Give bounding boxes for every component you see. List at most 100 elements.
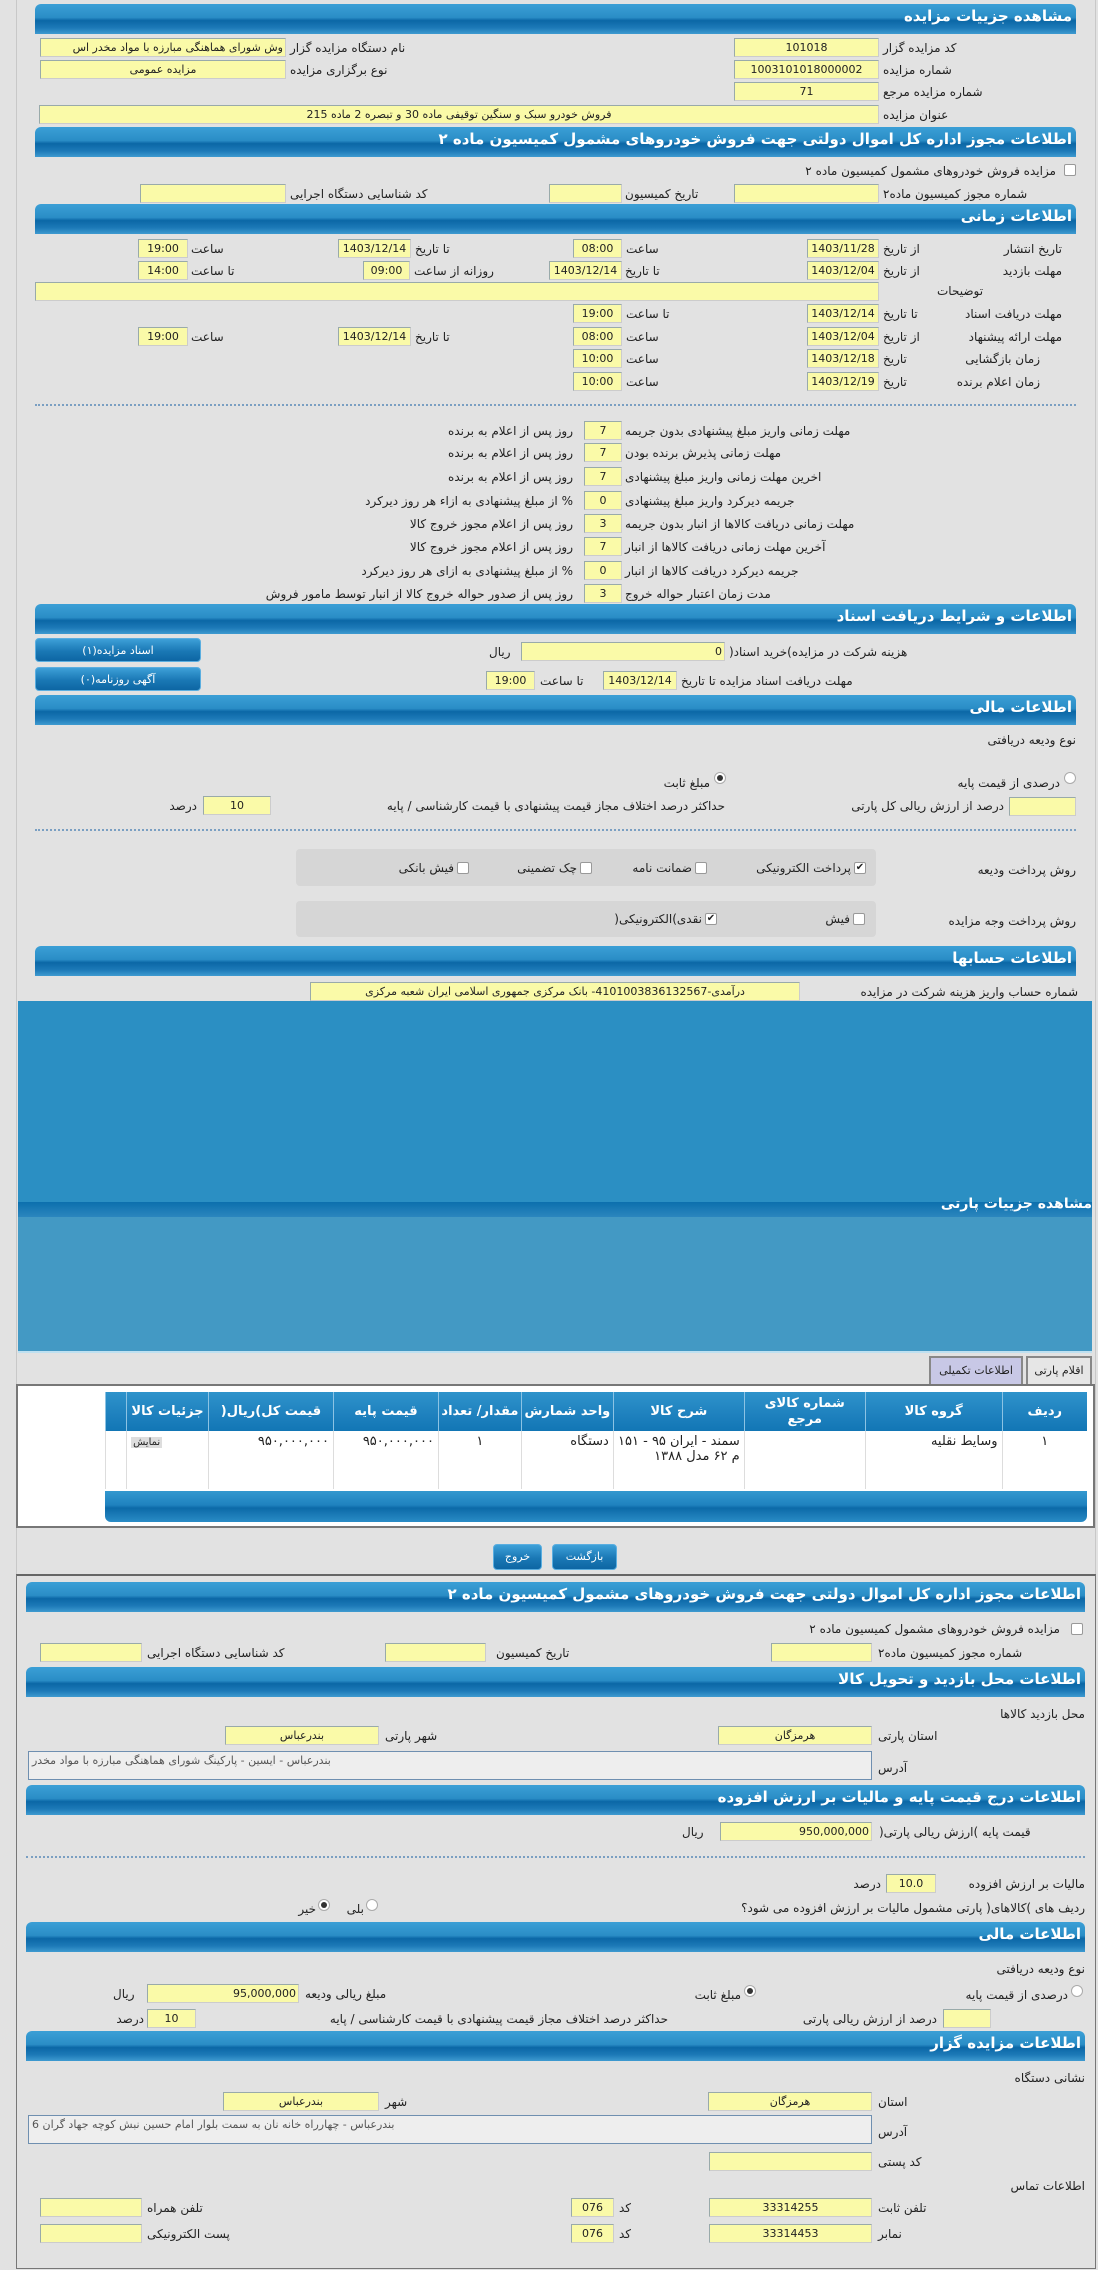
deadline-suffix: روز پس از اعلام مجوز خروج کالا: [409, 540, 573, 554]
col-base-price: قیمت پایه: [332, 1392, 439, 1431]
radio-percent-of-base[interactable]: [1064, 772, 1076, 784]
section-header-auctioneer: اطلاعات مزایده گزار: [26, 2031, 1085, 2061]
field-docs-deadline-date[interactable]: 1403/12/14: [603, 671, 677, 690]
cell-index: ۱: [1001, 1431, 1087, 1489]
field-open-time[interactable]: 10:00: [573, 349, 622, 368]
deadline-field[interactable]: 0: [584, 561, 622, 580]
field-open-date[interactable]: 1403/12/18: [807, 349, 879, 368]
field-publish-from-time[interactable]: 08:00: [573, 239, 622, 258]
field-fax[interactable]: 33314453: [709, 2224, 872, 2243]
radio-percent-of-base-2[interactable]: [1071, 1985, 1083, 1997]
field-bid-from[interactable]: 1403/12/04: [807, 327, 879, 346]
field-exec-code[interactable]: [140, 184, 286, 203]
field-publish-to[interactable]: 1403/12/14: [338, 239, 411, 258]
label-percent: درصد: [169, 799, 197, 813]
radio-vat-no[interactable]: [318, 1899, 330, 1911]
radio-fixed-amount[interactable]: [714, 772, 726, 784]
field-notes[interactable]: [35, 282, 879, 301]
deadline-field[interactable]: 7: [584, 537, 622, 556]
permit-checkbox[interactable]: [1064, 164, 1076, 176]
field-commission-date-2[interactable]: [385, 1643, 486, 1662]
field-percent-of-lot[interactable]: [943, 2009, 991, 2028]
label-permit-no: شماره مجوز کمیسیون ماده۲: [883, 187, 1028, 201]
field-org-province[interactable]: هرمزگان: [708, 2092, 872, 2111]
field-commission-date[interactable]: [549, 184, 622, 203]
field-publish-from[interactable]: 1403/11/28: [807, 239, 879, 258]
field-address[interactable]: بندرعباس - ایسین - پارکینگ شورای هماهنگی…: [28, 1751, 872, 1780]
field-auction-number[interactable]: 1003101018000002: [734, 60, 879, 79]
field-city[interactable]: بندرعباس: [225, 1726, 379, 1745]
field-docs-to[interactable]: 1403/12/14: [807, 304, 879, 323]
deadline-field[interactable]: 7: [584, 421, 622, 440]
deadline-field[interactable]: 3: [584, 584, 622, 603]
field-email[interactable]: [40, 2224, 142, 2243]
field-max-diff-2[interactable]: 10: [147, 2009, 196, 2028]
field-auction-title[interactable]: فروش خودرو سبک و سنگین توقیفی ماده 30 و …: [39, 105, 879, 124]
field-percent-of-total[interactable]: [1009, 797, 1076, 816]
deadline-field[interactable]: 0: [584, 491, 622, 510]
label-docs-deadline: مهلت دریافت اسناد مزایده تا تاریخ: [681, 674, 853, 688]
field-docs-deadline-time[interactable]: 19:00: [486, 671, 535, 690]
deposit-method-checkbox[interactable]: ✔: [854, 862, 866, 874]
field-vat[interactable]: 10.0: [886, 1874, 936, 1893]
field-publish-to-time[interactable]: 19:00: [138, 239, 188, 258]
deadline-field[interactable]: 7: [584, 467, 622, 486]
show-details-button[interactable]: نمایش: [131, 1437, 163, 1448]
field-winner-date[interactable]: 1403/12/19: [807, 372, 879, 391]
deposit-method-checkbox[interactable]: [457, 862, 469, 874]
field-visit-from[interactable]: 1403/12/04: [807, 261, 879, 280]
field-winner-time[interactable]: 10:00: [573, 372, 622, 391]
field-ref-number[interactable]: 71: [734, 82, 879, 101]
deposit-method-checkbox[interactable]: [580, 862, 592, 874]
exit-button[interactable]: خروج: [493, 1544, 542, 1570]
col-ref-code: شماره کالای مرجع: [743, 1392, 866, 1431]
deadline-field[interactable]: 7: [584, 443, 622, 462]
field-docs-fee[interactable]: 0: [521, 642, 725, 661]
field-fax-code[interactable]: 076: [571, 2224, 614, 2243]
field-org-city[interactable]: بندرعباس: [223, 2092, 379, 2111]
deadline-suffix: روز پس از اعلام به برنده: [448, 424, 573, 438]
field-bid-to-time[interactable]: 19:00: [138, 327, 188, 346]
label-from-date: از تاریخ: [883, 330, 920, 344]
field-phone-code[interactable]: 076: [571, 2198, 614, 2217]
deadline-field[interactable]: 3: [584, 514, 622, 533]
field-auction-code[interactable]: 101018: [734, 38, 879, 57]
field-postal-code[interactable]: [709, 2152, 872, 2171]
field-docs-to-time[interactable]: 19:00: [573, 304, 622, 323]
field-province[interactable]: هرمزگان: [718, 1726, 872, 1745]
radio-vat-yes[interactable]: [366, 1899, 378, 1911]
field-org-address[interactable]: بندرعباس - چهارراه خانه نان به سمت بلوار…: [28, 2115, 872, 2144]
field-permit-no-2[interactable]: [771, 1643, 872, 1662]
back-button[interactable]: بازگشت: [552, 1544, 617, 1570]
deposit-method-label: چک تضمینی: [517, 861, 577, 875]
field-exec-code-2[interactable]: [40, 1643, 142, 1662]
tab-lot-items[interactable]: اقلام پارتی: [1026, 1356, 1092, 1384]
field-phone[interactable]: 33314255: [709, 2198, 872, 2217]
radio-fixed-amount-2[interactable]: [744, 1985, 756, 1997]
newspaper-ads-button[interactable]: آگهی روزنامه(۰): [35, 667, 201, 691]
field-account[interactable]: درآمدی-4101003836132567- بانک مرکزی جمهو…: [310, 982, 800, 1001]
field-bid-from-time[interactable]: 08:00: [573, 327, 622, 346]
field-auction-type[interactable]: مزایده عمومی: [40, 60, 286, 79]
lot-body: [18, 1217, 1092, 1353]
deposit-method-checkbox[interactable]: [695, 862, 707, 874]
tab-extra-info[interactable]: اطلاعات تکمیلی: [929, 1356, 1023, 1384]
field-max-diff[interactable]: 10: [203, 796, 271, 815]
field-deposit-amount[interactable]: 95,000,000: [147, 1984, 299, 2003]
field-base-price[interactable]: 950,000,000: [720, 1822, 872, 1841]
payment-method-checkbox[interactable]: [853, 913, 865, 925]
field-visit-daily-from[interactable]: 09:00: [363, 261, 410, 280]
field-permit-no[interactable]: [734, 184, 879, 203]
deadline-label: جریمه دیرکرد واریز مبلغ پیشنهادی: [625, 494, 795, 508]
field-org[interactable]: وش شورای هماهنگی مبارزه با مواد مخدر اس: [40, 38, 286, 57]
permit-checkbox-2[interactable]: [1071, 1623, 1083, 1635]
field-visit-to-time[interactable]: 14:00: [138, 261, 188, 280]
field-mobile[interactable]: [40, 2198, 142, 2217]
field-visit-to[interactable]: 1403/12/14: [549, 261, 622, 280]
label-city: شهر پارتی: [385, 1729, 438, 1743]
field-bid-to[interactable]: 1403/12/14: [338, 327, 411, 346]
section-header-finance: اطلاعات مالی: [35, 695, 1076, 725]
label-city: شهر: [385, 2095, 408, 2109]
payment-method-checkbox[interactable]: ✔: [705, 913, 717, 925]
docs-button[interactable]: اسناد مزایده(۱): [35, 638, 201, 662]
